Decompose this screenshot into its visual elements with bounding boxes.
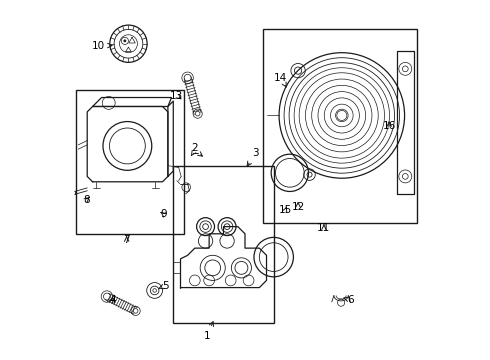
Text: 13: 13 [170, 91, 183, 101]
Text: 3: 3 [247, 148, 259, 166]
Text: 8: 8 [83, 195, 90, 205]
Text: 1: 1 [204, 321, 214, 341]
Bar [76, 90, 184, 234]
Circle shape [337, 111, 347, 121]
Text: 2: 2 [192, 143, 198, 153]
Bar [263, 30, 417, 223]
Text: 6: 6 [344, 295, 354, 305]
Text: 11: 11 [317, 224, 331, 233]
Circle shape [124, 40, 126, 42]
Text: 10: 10 [92, 41, 112, 50]
Text: 4: 4 [109, 295, 116, 305]
Text: 16: 16 [383, 121, 396, 131]
Text: 15: 15 [278, 206, 292, 216]
Bar [173, 166, 274, 323]
Text: 7: 7 [123, 235, 130, 245]
Text: 12: 12 [292, 202, 305, 212]
Text: 14: 14 [274, 73, 288, 87]
Text: 9: 9 [160, 209, 167, 219]
Text: 5: 5 [159, 281, 169, 291]
